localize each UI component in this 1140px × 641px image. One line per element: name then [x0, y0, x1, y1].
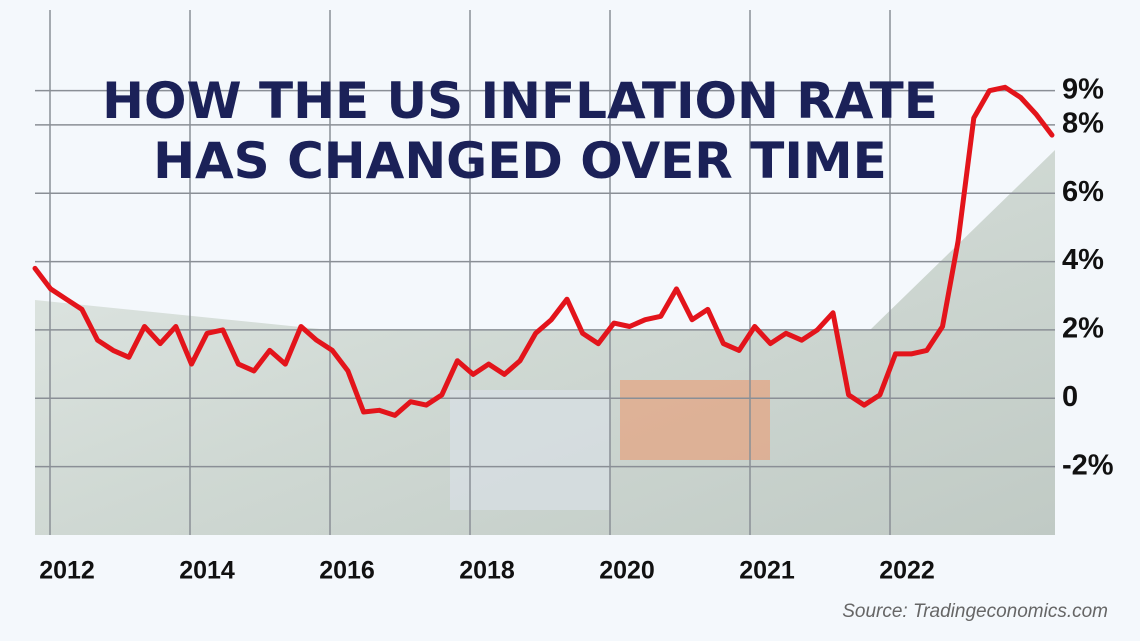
y-tick-label: 4%: [1062, 244, 1104, 276]
money-image: [450, 390, 610, 510]
source: Source: Tradingeconomics.com: [842, 601, 1108, 622]
x-tick-label: 2022: [879, 557, 935, 585]
grid: [35, 10, 1055, 535]
x-tick-label: 2020: [599, 557, 655, 585]
y-tick-label: -2%: [1062, 449, 1114, 481]
y-tick-label: 2%: [1062, 313, 1104, 345]
chart-title: HOW THE US INFLATION RATE: [102, 72, 938, 130]
x-tick-label: 2021: [739, 557, 795, 585]
line: [32, 84, 1055, 418]
x-tick-label: 2016: [319, 557, 375, 585]
y-tick-label: 0: [1062, 381, 1078, 413]
x-tick-label: 2018: [459, 557, 515, 585]
x-tick-label: 2014: [179, 557, 235, 585]
x-tick-label: 2012: [39, 557, 95, 585]
money-image: [35, 150, 1055, 535]
chart-subtitle: HAS CHANGED OVER TIME: [153, 132, 887, 190]
money-image: [620, 380, 770, 460]
y-tick-label: 8%: [1062, 108, 1104, 140]
y-tick-label: 6%: [1062, 176, 1104, 208]
y-tick-label: 9%: [1062, 73, 1104, 105]
